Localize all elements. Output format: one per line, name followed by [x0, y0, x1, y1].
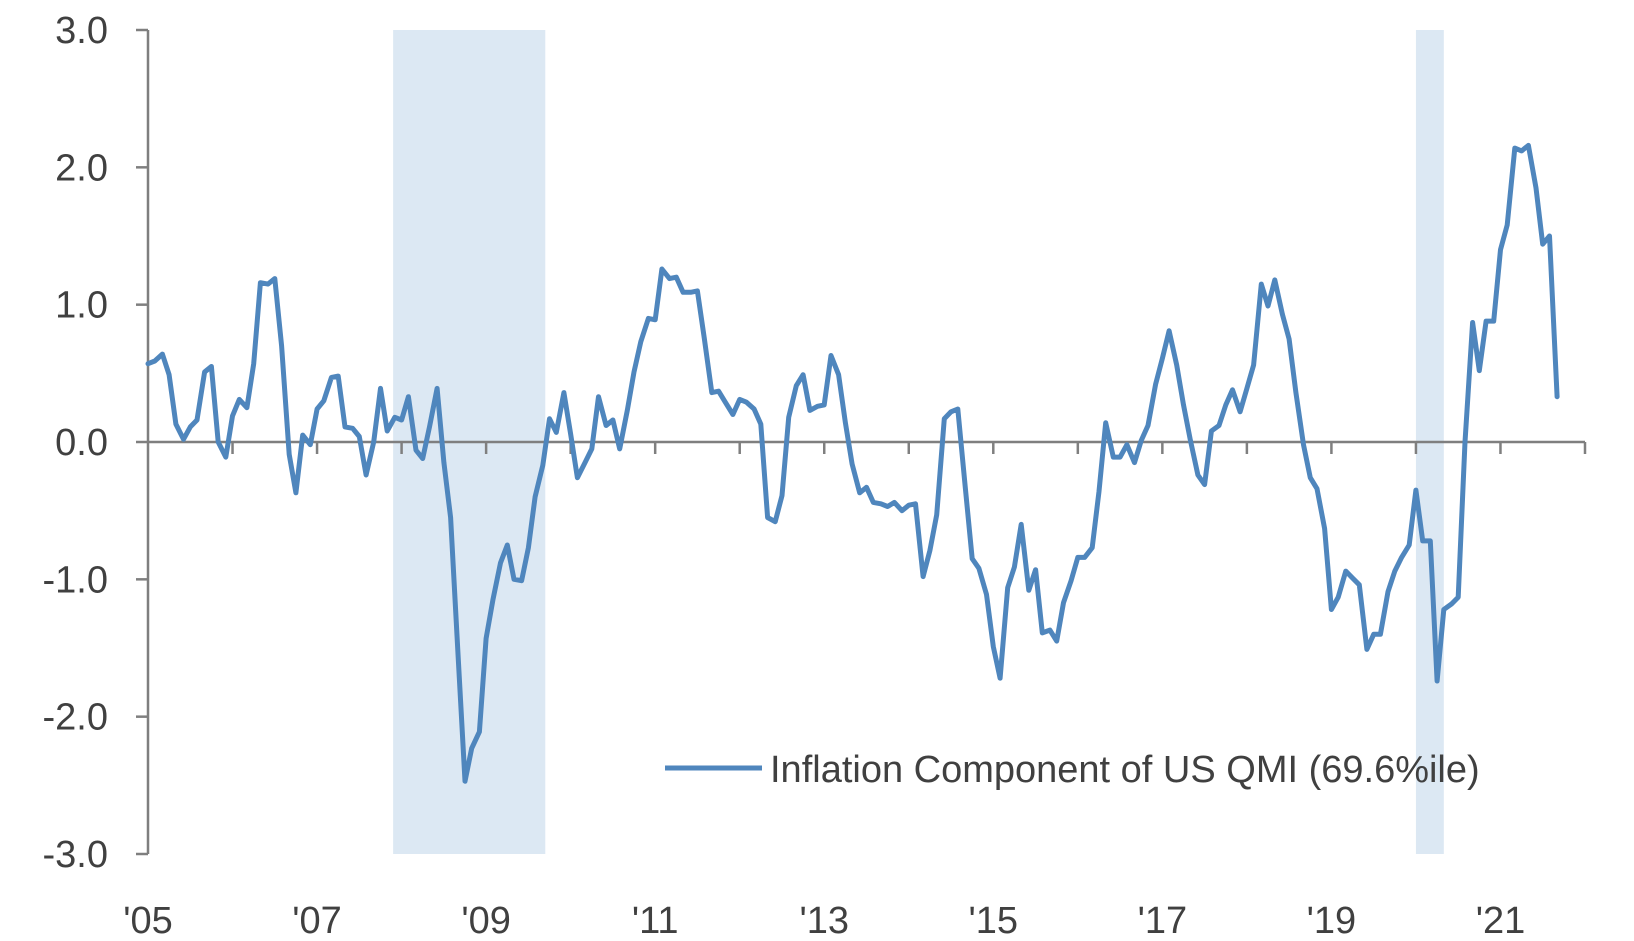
- y-tick-label: 3.0: [55, 10, 108, 52]
- axes: [146, 30, 1585, 854]
- legend: Inflation Component of US QMI (69.6%ile): [665, 749, 1480, 791]
- x-tick-label: '21: [1476, 900, 1526, 941]
- y-tick-label: 1.0: [55, 285, 108, 327]
- x-tick-label: '19: [1307, 900, 1357, 941]
- x-tick-label: '15: [969, 900, 1019, 941]
- y-tick-label: -2.0: [43, 697, 108, 739]
- y-tick-label: -1.0: [43, 559, 108, 601]
- x-ticks: '05 '07 '09 '11 '13 '15 '17 '19 '21: [123, 442, 1587, 941]
- series-layer: [145, 142, 1560, 784]
- y-tick-label: -3.0: [43, 834, 108, 876]
- series-line-1: [145, 142, 1560, 784]
- y-tick-label: 2.0: [55, 147, 108, 189]
- x-tick-label: '13: [799, 900, 849, 941]
- y-ticks: 3.0 2.0 1.0 0.0 -1.0 -2.0 -3.0: [43, 10, 148, 876]
- y-tick-label: 0.0: [55, 422, 108, 464]
- x-tick-label: '09: [461, 900, 511, 941]
- x-tick-label: '05: [123, 900, 173, 941]
- x-tick-label: '07: [292, 900, 342, 941]
- legend-label: Inflation Component of US QMI (69.6%ile): [770, 749, 1480, 791]
- x-tick-label: '17: [1138, 900, 1188, 941]
- x-tick-label: '11: [632, 900, 679, 941]
